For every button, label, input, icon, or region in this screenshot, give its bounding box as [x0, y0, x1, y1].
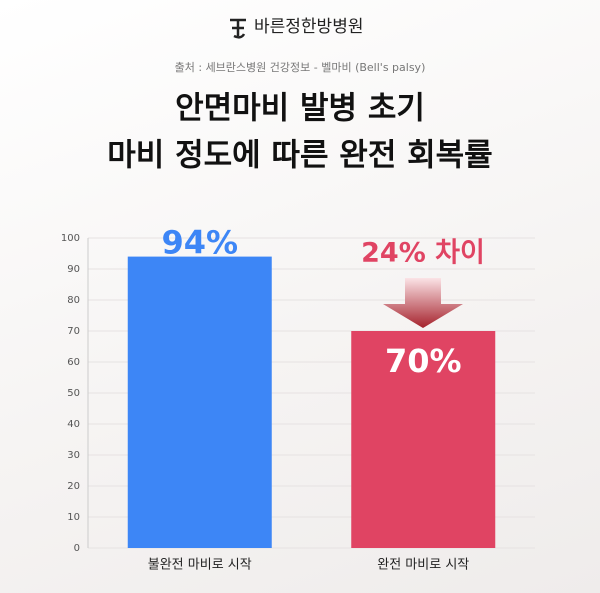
chart-title: 마비 정도에 따른 완전 회복률: [107, 138, 492, 174]
y-tick-label: 10: [67, 512, 80, 523]
source: 출처 : 세브란스병원 건강정보 - 벨마비 (Bell's palsy): [175, 61, 426, 74]
chart-title: 안면마비 발병 초기: [175, 91, 425, 127]
y-tick-label: 30: [67, 450, 80, 461]
value-label: 94%: [161, 224, 238, 262]
brand: 바른정한방병원: [254, 17, 363, 37]
x-tick-label: 완전 마비로 시작: [377, 558, 469, 573]
y-tick-label: 20: [67, 481, 80, 492]
y-tick-label: 40: [67, 419, 80, 430]
y-tick-label: 50: [67, 388, 80, 399]
bar: [127, 256, 272, 548]
y-tick-label: 90: [67, 264, 80, 275]
logo-icon: [230, 18, 246, 39]
bar: [351, 331, 496, 548]
y-tick-label: 80: [67, 295, 80, 306]
x-tick-label: 불완전 마비로 시작: [148, 558, 252, 573]
annotation: 24% 차이: [361, 238, 485, 269]
y-tick-label: 60: [67, 357, 80, 368]
y-tick-label: 0: [74, 543, 80, 554]
y-tick-label: 70: [67, 326, 80, 337]
y-tick-label: 100: [61, 233, 80, 244]
value-label: 70%: [385, 342, 462, 380]
arrow: [383, 278, 463, 328]
